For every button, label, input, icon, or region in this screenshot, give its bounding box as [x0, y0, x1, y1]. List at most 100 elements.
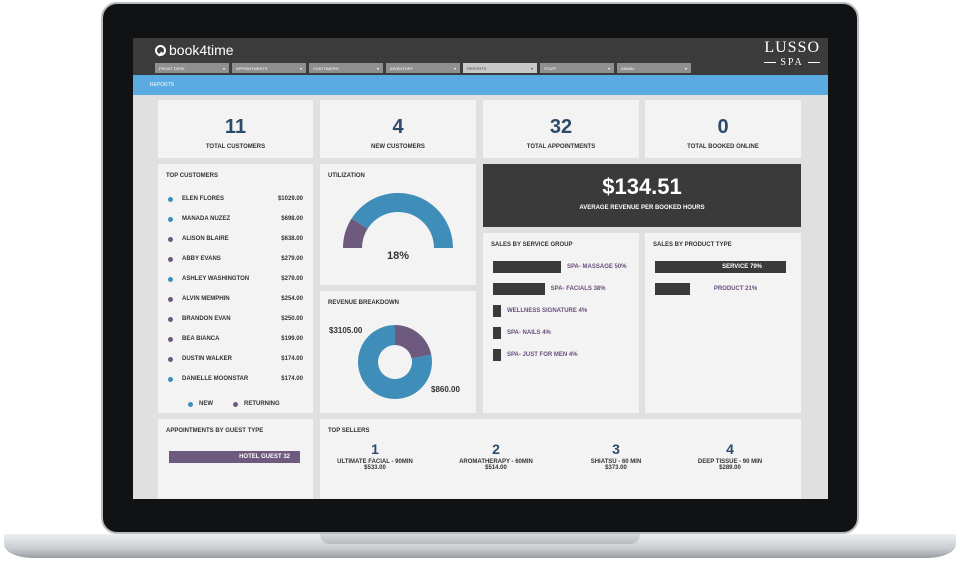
customer-amount: $250.00	[281, 316, 303, 322]
seller-rank: 1	[371, 441, 379, 457]
legend-returning: RETURNING	[233, 401, 280, 407]
service-group-label: SPA- NAILS 4%	[507, 330, 551, 336]
top-seller-item[interactable]: 4 DEEP TISSUE - 90 MIN $289.00	[675, 441, 785, 471]
kpi-label: TOTAL APPOINTMENTS	[526, 144, 596, 150]
customer-amount: $199.00	[281, 336, 303, 342]
customer-row[interactable]: BEA BIANCA $199.00	[168, 334, 303, 344]
seller-rank: 4	[726, 441, 734, 457]
donut-slice-new	[358, 325, 432, 399]
customer-type-dot	[168, 296, 173, 302]
seller-name: SHIATSU - 60 MIN	[590, 459, 642, 465]
customer-row[interactable]: DANIELLE MOONSTAR $174.00	[168, 374, 303, 384]
service-group-bar	[493, 283, 545, 295]
kpi-total-customers: 11 TOTAL CUSTOMERS	[158, 100, 313, 158]
logo-icon	[155, 44, 166, 56]
seller-name: ULTIMATE FACIAL - 90MIN	[337, 459, 413, 465]
service-group-bar	[493, 349, 501, 361]
customer-row[interactable]: MANADA NUZEZ $698.00	[168, 214, 303, 224]
card-title: REVENUE BREAKDOWN	[328, 300, 400, 306]
customer-name: DANIELLE MOONSTAR	[182, 376, 249, 382]
service-group-bar-row: SPA- MASSAGE 50%	[493, 261, 627, 273]
service-group-label: SPA- FACIALS 38%	[550, 286, 606, 292]
app-logo[interactable]: book4time	[155, 42, 234, 58]
breadcrumb[interactable]: REPORTS	[150, 82, 175, 88]
customer-type-dot	[168, 316, 173, 322]
customer-name: ALVIN MEMPHIN	[182, 296, 230, 302]
top-seller-item[interactable]: 1 ULTIMATE FACIAL - 90MIN $533.00	[320, 441, 430, 471]
sales-by-service-group-card: SALES BY SERVICE GROUP SPA- MASSAGE 50% S…	[483, 233, 639, 413]
donut-slice-returning	[395, 325, 432, 359]
customer-name: BRANDON EVAN	[182, 316, 231, 322]
legend-dot	[233, 401, 238, 407]
chevron-down-icon: ▾	[222, 65, 225, 71]
top-seller-item[interactable]: 2 AROMATHERAPY - 60MIN $514.00	[441, 441, 551, 471]
guest-type-bar: HOTEL GUEST 32	[169, 451, 300, 463]
chevron-down-icon: ▾	[299, 65, 302, 71]
revenue-breakdown-card: REVENUE BREAKDOWN $3105.00 $860.00	[320, 291, 476, 413]
customer-amount: $174.00	[281, 356, 303, 362]
utilization-gauge	[343, 193, 453, 248]
customer-row[interactable]: ELEN FLORES $1029.00	[168, 194, 303, 204]
customer-name: BEA BIANCA	[182, 336, 220, 342]
customer-type-dot	[168, 236, 173, 242]
nav-tab-inventory[interactable]: INVENTORY ▾	[386, 63, 460, 73]
service-group-bar-row: SPA- NAILS 4%	[493, 327, 551, 339]
kpi-total-appointments: 32 TOTAL APPOINTMENTS	[483, 100, 639, 158]
seller-rank: 3	[612, 441, 620, 457]
customer-name: ELEN FLORES	[182, 196, 225, 202]
customer-type-dot	[168, 356, 173, 362]
customer-amount: $698.00	[281, 216, 303, 222]
legend-dot	[188, 401, 193, 407]
customer-row[interactable]: ASHLEY WASHINGTON $279.00	[168, 274, 303, 284]
customer-legend: NEW RETURNING	[188, 401, 280, 407]
app-screen: book4time LUSSO SPA FRONT DESK ▾ APPOINTM…	[133, 38, 828, 499]
customer-name: MANADA NUZEZ	[182, 216, 231, 222]
service-group-bar-row: SPA- FACIALS 38%	[493, 283, 606, 295]
utilization-card: UTILIZATION 18%	[320, 164, 476, 285]
customer-row[interactable]: ABBY EVANS $279.00	[168, 254, 303, 264]
avg-revenue-card: $134.51 AVERAGE REVENUE PER BOOKED HOURS	[483, 164, 801, 227]
chevron-down-icon: ▾	[453, 65, 456, 71]
service-group-bar	[493, 305, 501, 317]
seller-amount: $514.00	[485, 465, 507, 471]
customer-row[interactable]: ALVIN MEMPHIN $254.00	[168, 294, 303, 304]
revenue-donut	[358, 325, 432, 399]
customer-type-dot	[168, 256, 173, 262]
kpi-total-booked-online: 0 TOTAL BOOKED ONLINE	[645, 100, 801, 158]
customer-row[interactable]: DUSTIN WALKER $174.00	[168, 354, 303, 364]
service-group-label: SPA- JUST FOR MEN 4%	[507, 352, 578, 358]
brand-subtitle: SPA	[764, 57, 820, 68]
customer-amount: $638.00	[281, 236, 303, 242]
customer-type-dot	[168, 376, 173, 382]
kpi-label: TOTAL BOOKED ONLINE	[687, 144, 759, 150]
nav-tab-staff[interactable]: STAFF ▾	[540, 63, 614, 73]
kpi-value: 11	[224, 116, 247, 138]
customer-row[interactable]: BRANDON EVAN $250.00	[168, 314, 303, 324]
gauge-track	[351, 193, 453, 248]
card-title: SALES BY PRODUCT TYPE	[653, 242, 732, 248]
service-group-bar	[493, 261, 561, 273]
card-title: TOP SELLERS	[328, 428, 370, 434]
product-bar-product	[655, 283, 690, 295]
customer-type-dot	[168, 336, 173, 342]
nav-tab-reports[interactable]: REPORTS ▾	[463, 63, 537, 73]
nav-tab-admin[interactable]: ADMIN ▾	[617, 63, 691, 73]
nav-tab-customers[interactable]: CUSTOMERS ▾	[309, 63, 383, 73]
revenue-returning-label: $860.00	[431, 385, 460, 394]
breadcrumb-bar: REPORTS	[133, 75, 828, 95]
kpi-label: TOTAL CUSTOMERS	[205, 144, 266, 150]
nav-tab-front-desk[interactable]: FRONT DESK ▾	[155, 63, 229, 73]
revenue-new-label: $3105.00	[329, 326, 363, 335]
main-nav: FRONT DESK ▾ APPOINTMENTS ▾ CUSTOMERS ▾ INV…	[155, 63, 691, 73]
gauge-fill	[343, 218, 368, 248]
brand-logo: LUSSO SPA	[764, 39, 820, 68]
product-label-product: PRODUCT 21%	[713, 286, 758, 292]
nav-tab-appointments[interactable]: APPOINTMENTS ▾	[232, 63, 306, 73]
customer-row[interactable]: ALISON BLAIRE $638.00	[168, 234, 303, 244]
top-customers-card: TOP CUSTOMERS ELEN FLORES $1029.00 MANADA …	[158, 164, 313, 413]
top-seller-item[interactable]: 3 SHIATSU - 60 MIN $373.00	[561, 441, 671, 471]
customer-name: ABBY EVANS	[182, 256, 221, 262]
top-sellers-card: TOP SELLERS 1 ULTIMATE FACIAL - 90MIN $5…	[320, 419, 801, 499]
chevron-down-icon: ▾	[376, 65, 379, 71]
kpi-value: 4	[392, 116, 404, 138]
